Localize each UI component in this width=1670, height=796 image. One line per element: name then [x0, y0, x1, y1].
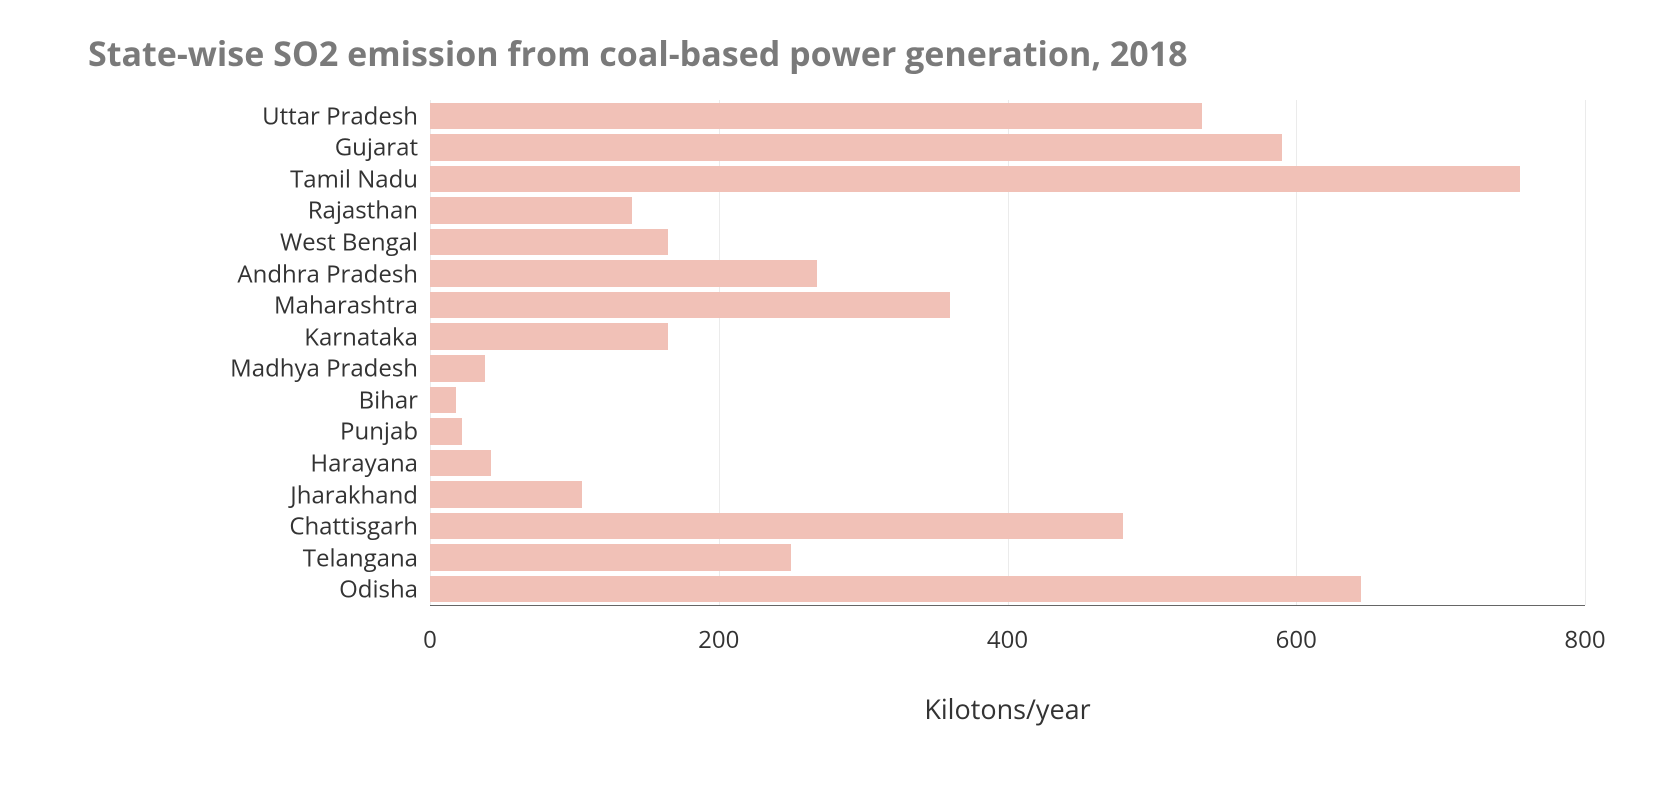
bar	[430, 260, 817, 287]
x-tick-label: 0	[423, 623, 437, 656]
bar	[430, 544, 791, 571]
category-label: Madhya Pradesh	[230, 352, 430, 385]
category-label: Rajasthan	[308, 194, 430, 227]
bar-row: Gujarat	[430, 134, 1585, 161]
bar	[430, 197, 632, 224]
bar	[430, 513, 1123, 540]
bar-row: Maharashtra	[430, 292, 1585, 319]
bar-row: Rajasthan	[430, 197, 1585, 224]
bar-row: Odisha	[430, 576, 1585, 603]
bar-row: Tamil Nadu	[430, 166, 1585, 193]
x-gridline	[1585, 100, 1586, 605]
category-label: Telangana	[303, 541, 430, 574]
bar	[430, 103, 1202, 130]
x-tick-label: 200	[698, 623, 739, 656]
category-label: Jharakhand	[290, 478, 430, 511]
category-label: Bihar	[359, 383, 430, 416]
category-label: Odisha	[339, 573, 430, 606]
bar-row: Harayana	[430, 450, 1585, 477]
category-label: Punjab	[340, 415, 430, 448]
category-label: West Bengal	[280, 226, 430, 259]
bar-row: West Bengal	[430, 229, 1585, 256]
bar	[430, 134, 1282, 161]
bar	[430, 576, 1361, 603]
category-label: Maharashtra	[274, 289, 430, 322]
x-tick-label: 800	[1564, 623, 1605, 656]
x-axis-line	[430, 605, 1585, 606]
chart-title: State-wise SO2 emission from coal-based …	[88, 30, 1188, 76]
plot-area: Kilotons/year 0200400600800Uttar Pradesh…	[430, 100, 1585, 605]
bar	[430, 418, 462, 445]
bar	[430, 450, 491, 477]
category-label: Uttar Pradesh	[262, 99, 430, 132]
so2-emissions-chart: State-wise SO2 emission from coal-based …	[0, 0, 1670, 796]
bar-row: Karnataka	[430, 323, 1585, 350]
bar	[430, 387, 456, 414]
bar	[430, 481, 582, 508]
category-label: Andhra Pradesh	[237, 257, 430, 290]
bar-row: Madhya Pradesh	[430, 355, 1585, 382]
bar	[430, 292, 950, 319]
x-axis-title: Kilotons/year	[924, 690, 1090, 727]
bar-row: Jharakhand	[430, 481, 1585, 508]
bar-row: Uttar Pradesh	[430, 103, 1585, 130]
bar	[430, 323, 668, 350]
bar-row: Chattisgarh	[430, 513, 1585, 540]
category-label: Chattisgarh	[289, 510, 430, 543]
bar-row: Telangana	[430, 544, 1585, 571]
x-tick-label: 400	[987, 623, 1028, 656]
category-label: Karnataka	[304, 320, 430, 353]
x-tick-label: 600	[1276, 623, 1317, 656]
bar	[430, 355, 485, 382]
category-label: Tamil Nadu	[290, 162, 430, 195]
category-label: Gujarat	[335, 131, 430, 164]
bar-row: Bihar	[430, 387, 1585, 414]
bar-row: Punjab	[430, 418, 1585, 445]
bar-row: Andhra Pradesh	[430, 260, 1585, 287]
bar	[430, 166, 1520, 193]
bar	[430, 229, 668, 256]
category-label: Harayana	[310, 446, 430, 479]
